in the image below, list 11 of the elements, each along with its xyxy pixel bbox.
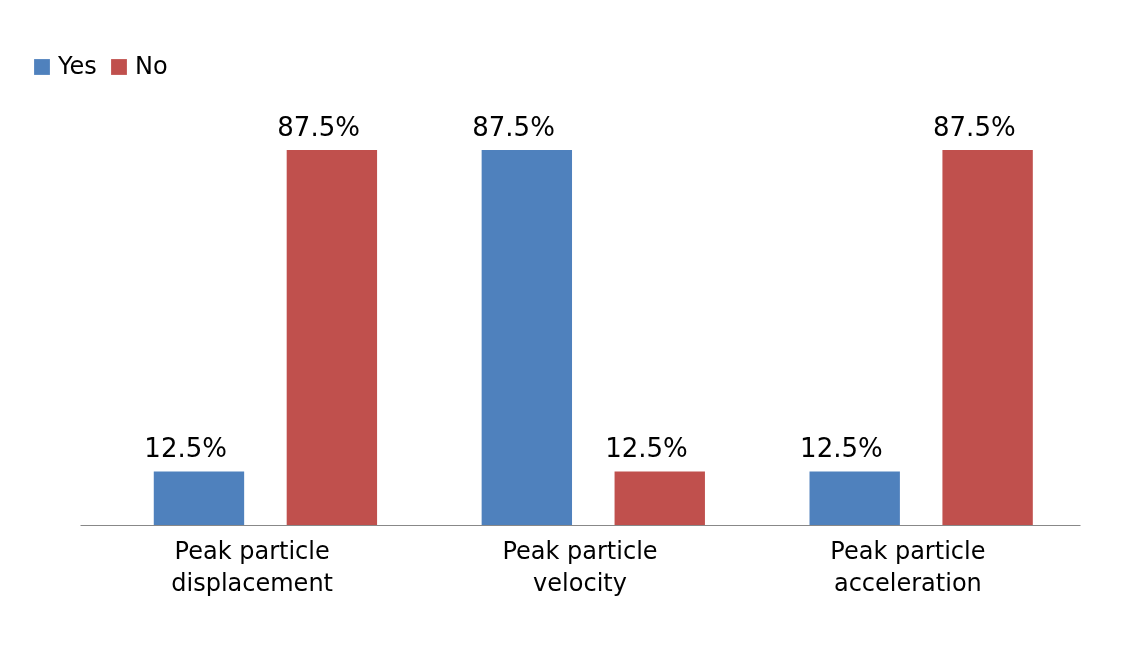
x-tick-label: Peak particle acceleration [830,536,986,597]
data-label: 12.5% [605,433,688,464]
data-label: 12.5% [800,433,883,464]
data-label: 12.5% [144,433,227,464]
x-tick-label: Peak particle displacement [171,536,334,597]
data-label: 87.5% [277,112,360,142]
legend-label: Yes [57,52,97,80]
data-label: 87.5% [933,112,1016,142]
data-label: 87.5% [472,112,555,142]
legend-label: No [135,52,168,80]
x-tick-label: Peak particle velocity [502,536,658,597]
